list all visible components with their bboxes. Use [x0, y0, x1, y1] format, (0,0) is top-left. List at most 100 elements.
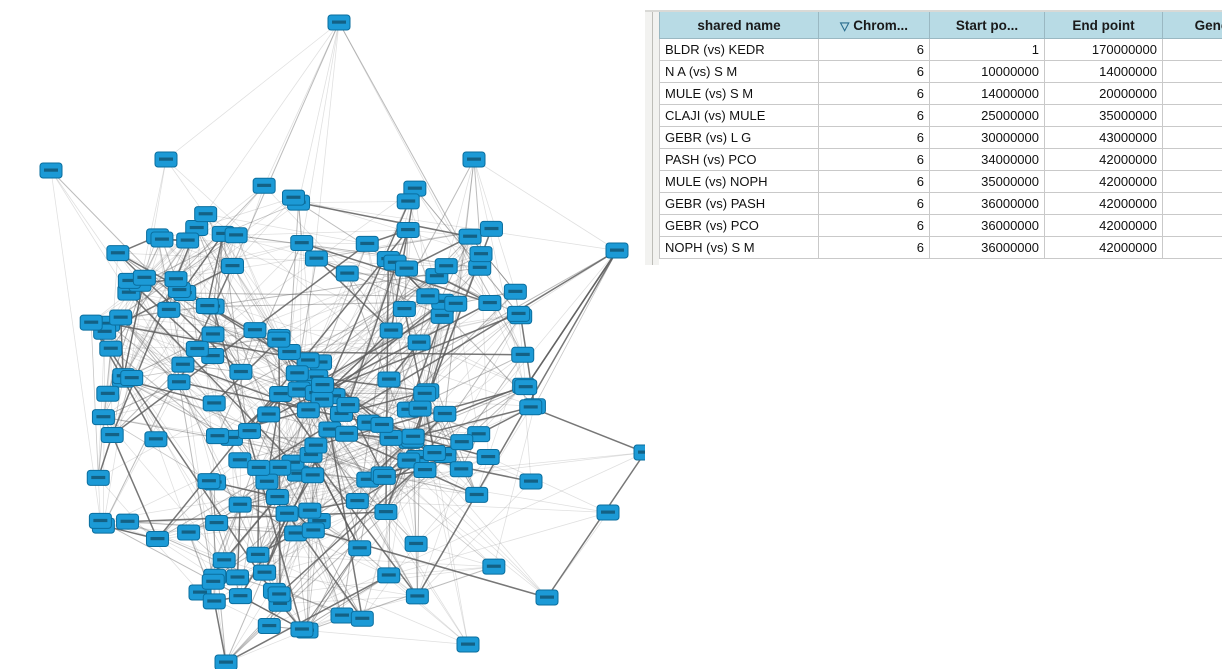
- main-network-edge[interactable]: [289, 308, 405, 353]
- main-network-node[interactable]: [201, 326, 225, 343]
- main-network-edge[interactable]: [257, 554, 469, 645]
- main-network-edge[interactable]: [199, 243, 368, 593]
- table-cell-shared_name[interactable]: NOPH (vs) S M: [659, 236, 819, 259]
- main-network-edge[interactable]: [306, 547, 361, 631]
- table-row[interactable]: NOPH (vs) S M636000000420000009.9: [659, 236, 1222, 259]
- main-network-node[interactable]: [86, 469, 110, 486]
- main-network-node[interactable]: [370, 416, 394, 433]
- main-network-node[interactable]: [377, 371, 401, 388]
- main-network-edge[interactable]: [263, 185, 348, 274]
- main-network-edge[interactable]: [120, 317, 320, 522]
- main-network-edge[interactable]: [222, 233, 280, 340]
- table-cell-end_point[interactable]: 14000000: [1044, 60, 1163, 83]
- main-network-edge[interactable]: [111, 434, 159, 540]
- main-network-node[interactable]: [449, 461, 473, 478]
- main-network-edge[interactable]: [427, 313, 519, 392]
- table-row[interactable]: GEBR (vs) PCO636000000420000008.4: [659, 214, 1222, 237]
- main-network-node[interactable]: [202, 395, 226, 412]
- main-network-edge[interactable]: [161, 239, 300, 390]
- main-network-node[interactable]: [479, 220, 503, 237]
- main-network-node[interactable]: [503, 283, 527, 300]
- main-network-node[interactable]: [167, 374, 191, 391]
- table-cell-genetic[interactable]: 16.9: [1162, 126, 1222, 149]
- main-network-panel[interactable]: [0, 0, 645, 669]
- main-network-edge[interactable]: [436, 275, 519, 315]
- main-network-edge[interactable]: [298, 22, 340, 203]
- main-network-node[interactable]: [224, 227, 248, 244]
- main-network-edge[interactable]: [480, 254, 489, 457]
- main-network-edge[interactable]: [444, 159, 475, 414]
- main-network-edge[interactable]: [199, 547, 360, 593]
- main-network-edge[interactable]: [128, 292, 294, 464]
- main-network-edge[interactable]: [184, 292, 428, 297]
- main-network-edge[interactable]: [232, 265, 280, 340]
- main-network-edge[interactable]: [288, 202, 300, 352]
- main-network-edge[interactable]: [329, 429, 361, 549]
- main-network-node[interactable]: [355, 235, 379, 252]
- main-network-edge[interactable]: [434, 452, 469, 645]
- main-network-node[interactable]: [519, 399, 543, 416]
- main-network-edge[interactable]: [103, 381, 180, 418]
- table-cell-chromosome[interactable]: 6: [818, 148, 930, 171]
- table-body[interactable]: BLDR (vs) KEDR61170000000192.0N A (vs) S…: [659, 38, 1222, 259]
- main-network-node[interactable]: [478, 294, 502, 311]
- main-network-edge[interactable]: [182, 364, 227, 663]
- main-network-node[interactable]: [255, 473, 279, 490]
- main-network-edge[interactable]: [295, 533, 389, 576]
- main-network-edge[interactable]: [213, 601, 227, 663]
- table-cell-start_point[interactable]: 36000000: [929, 192, 1045, 215]
- main-network-node[interactable]: [116, 513, 140, 530]
- main-network-edge[interactable]: [127, 521, 225, 561]
- table-cell-chromosome[interactable]: 6: [818, 126, 930, 149]
- main-network-edge[interactable]: [205, 213, 368, 245]
- main-network-edge[interactable]: [388, 575, 469, 645]
- main-network-edge[interactable]: [120, 317, 215, 404]
- main-network-edge[interactable]: [123, 240, 189, 380]
- main-network-node[interactable]: [374, 504, 398, 521]
- main-network-edge[interactable]: [310, 454, 383, 475]
- main-network-edge[interactable]: [301, 575, 389, 630]
- main-network-edge[interactable]: [455, 303, 480, 435]
- table-cell-shared_name[interactable]: MULE (vs) S M: [659, 82, 819, 105]
- main-network-node[interactable]: [228, 496, 252, 513]
- main-network-edge[interactable]: [412, 406, 531, 438]
- main-network-edge[interactable]: [231, 437, 426, 471]
- main-network-edge[interactable]: [122, 379, 157, 440]
- main-network-edge[interactable]: [412, 313, 519, 437]
- table-cell-start_point[interactable]: 30000000: [929, 126, 1045, 149]
- main-network-edge[interactable]: [418, 342, 526, 388]
- main-network-node[interactable]: [202, 593, 226, 610]
- main-network-node[interactable]: [247, 459, 271, 476]
- main-network-node[interactable]: [79, 314, 103, 331]
- main-network-edge[interactable]: [316, 376, 428, 393]
- main-network-edge[interactable]: [320, 308, 405, 363]
- main-network-edge[interactable]: [277, 496, 609, 513]
- main-network-edge[interactable]: [476, 407, 532, 496]
- main-network-node[interactable]: [257, 617, 281, 634]
- main-network-node[interactable]: [304, 250, 328, 267]
- main-network-node[interactable]: [430, 307, 454, 324]
- main-network-node[interactable]: [511, 346, 535, 363]
- main-network-edge[interactable]: [306, 530, 314, 631]
- main-network-node[interactable]: [372, 468, 396, 485]
- main-network-edge[interactable]: [236, 229, 409, 236]
- main-network-edge[interactable]: [123, 268, 407, 377]
- main-network-node[interactable]: [176, 232, 200, 249]
- main-network-node[interactable]: [311, 377, 335, 394]
- main-network-node[interactable]: [201, 573, 225, 590]
- table-header-row[interactable]: shared name ▽ Chrom... Start po... End point…: [659, 12, 1222, 39]
- main-network-node[interactable]: [404, 535, 428, 552]
- main-network-edge[interactable]: [409, 303, 457, 442]
- main-network-edge[interactable]: [212, 233, 224, 307]
- main-network-node[interactable]: [304, 437, 328, 454]
- main-network-edge[interactable]: [212, 581, 303, 630]
- main-network-edge[interactable]: [266, 265, 447, 482]
- main-network-edge[interactable]: [110, 342, 420, 349]
- table-cell-chromosome[interactable]: 6: [818, 170, 930, 193]
- main-network-edge[interactable]: [320, 362, 421, 409]
- main-network-edge[interactable]: [90, 322, 99, 478]
- main-network-edge[interactable]: [103, 372, 298, 418]
- main-network-edge[interactable]: [123, 277, 146, 377]
- table-cell-shared_name[interactable]: N A (vs) S M: [659, 60, 819, 83]
- main-network-edge[interactable]: [240, 313, 519, 373]
